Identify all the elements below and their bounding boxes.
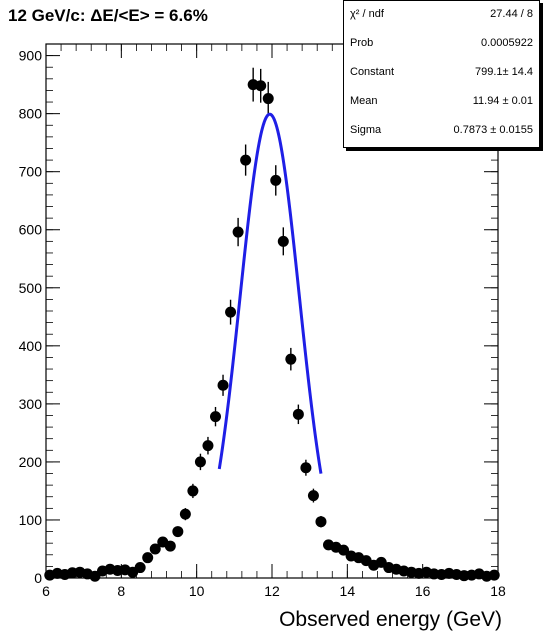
data-point: [179, 508, 191, 520]
data-point: [338, 544, 350, 556]
x-tick-label: 8: [117, 583, 125, 599]
stats-row-mean: Mean 11.94 ± 0.01: [344, 88, 539, 116]
data-point: [149, 543, 161, 555]
chart-title: 12 GeV/c: ΔE/<E> = 6.6%: [8, 6, 208, 25]
stats-row-sigma: Sigma 0.7873 ± 0.0155: [344, 117, 539, 145]
stats-value: 799.1± 14.4: [474, 66, 533, 78]
data-point: [202, 440, 214, 452]
data-point: [142, 552, 154, 564]
stats-row-constant: Constant 799.1± 14.4: [344, 59, 539, 87]
stats-value: 0.7873 ± 0.0155: [453, 124, 533, 136]
stats-key: Sigma: [350, 124, 382, 136]
data-point: [307, 490, 319, 502]
stats-row-chi2: χ² / ndf 27.44 / 8: [344, 1, 539, 29]
stats-value: 11.94 ± 0.01: [472, 95, 533, 107]
y-tick-label: 800: [19, 106, 43, 122]
data-point: [300, 462, 312, 474]
data-point: [225, 306, 237, 318]
data-point: [217, 379, 229, 391]
stats-box: χ² / ndf 27.44 / 8 Prob 0.0005922 Consta…: [343, 0, 540, 148]
data-point: [255, 80, 267, 92]
y-tick-label: 200: [19, 454, 43, 470]
y-tick-label: 600: [19, 222, 43, 238]
data-point: [172, 526, 184, 538]
x-tick-label: 14: [340, 583, 356, 599]
stats-value: 27.44 / 8: [490, 8, 533, 20]
data-point: [232, 226, 244, 238]
stats-key: Mean: [350, 95, 378, 107]
x-tick-label: 10: [189, 583, 205, 599]
y-tick-label: 500: [19, 280, 43, 296]
gaussian-fit-curve: [217, 112, 323, 474]
data-point: [285, 353, 297, 365]
data-point: [194, 456, 206, 468]
axis-ticks: 6 8 10 12 14 16 18 0 100 200 300 400 500 600 700 800 900: [19, 43, 506, 599]
data-point: [292, 408, 304, 420]
stats-value: 0.0005922: [481, 37, 533, 49]
data-point: [210, 411, 221, 423]
x-tick-label: 16: [415, 583, 431, 599]
data-point: [262, 93, 274, 105]
data-point: [277, 235, 289, 247]
y-tick-label: 400: [19, 338, 43, 354]
y-tick-label: 0: [34, 570, 42, 586]
y-tick-label: 700: [19, 164, 43, 180]
data-point: [134, 562, 146, 574]
data-point: [270, 174, 282, 186]
data-point: [240, 154, 252, 166]
stats-key: χ² / ndf: [350, 8, 384, 20]
data-points: [44, 67, 500, 582]
stats-key: Prob: [350, 37, 374, 49]
y-tick-label: 100: [19, 512, 43, 528]
data-point: [187, 485, 199, 497]
y-tick-label: 900: [19, 48, 43, 64]
y-tick-label: 300: [19, 396, 43, 412]
stats-row-prob: Prob 0.0005922: [344, 30, 539, 58]
x-tick-label: 6: [42, 583, 50, 599]
data-point: [315, 516, 327, 528]
x-tick-label: 12: [264, 583, 280, 599]
stats-key: Constant: [350, 66, 395, 78]
x-tick-label: 18: [490, 583, 506, 599]
data-point: [164, 540, 176, 552]
data-point: [488, 569, 500, 581]
x-axis-label: Observed energy (GeV): [279, 608, 502, 631]
